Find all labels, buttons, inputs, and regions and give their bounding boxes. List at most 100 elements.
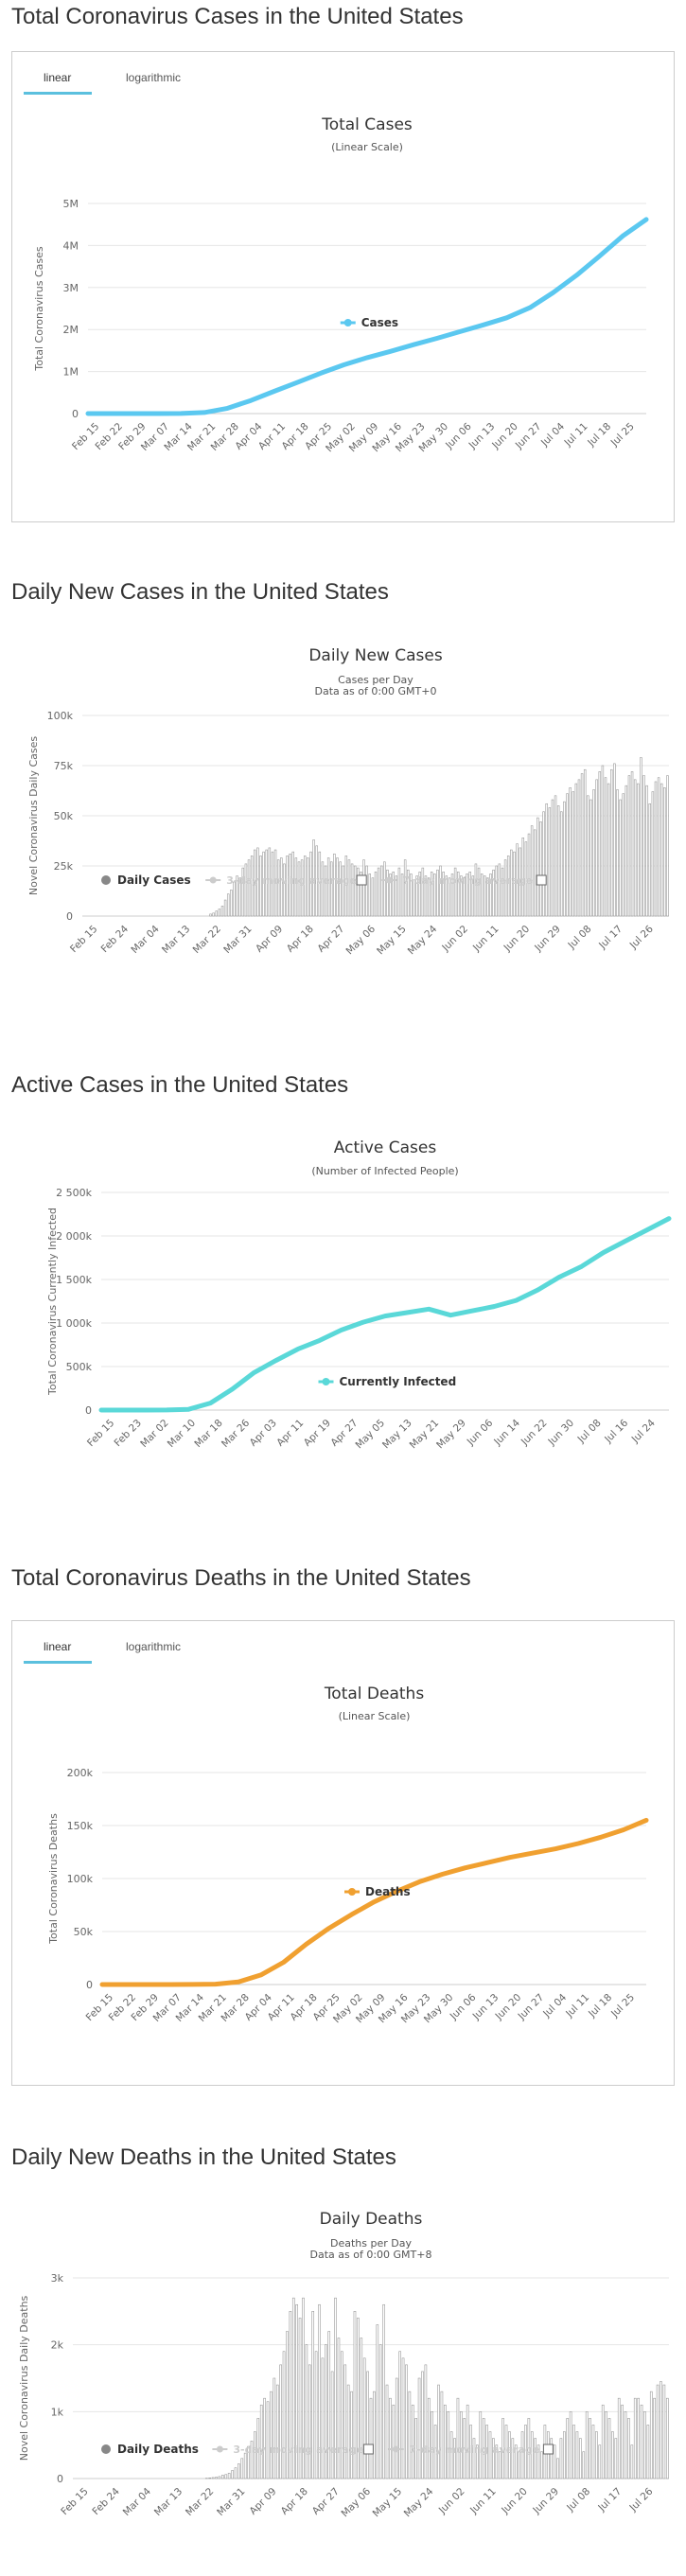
legend-label: Cases [361, 316, 398, 329]
x-tick-label: Apr 18 [285, 924, 316, 955]
moving-average-7-checkbox[interactable] [543, 2444, 553, 2454]
data-bar [361, 2338, 362, 2479]
data-bar [393, 2405, 395, 2479]
x-tick-label: May 21 [408, 1418, 442, 1452]
y-axis-label: Novel Coronavirus Daily Deaths [18, 2295, 30, 2461]
data-bar [428, 2398, 430, 2479]
x-tick-label: Mar 22 [184, 2486, 216, 2518]
x-tick-label: Mar 13 [160, 924, 192, 956]
data-bar [209, 2478, 211, 2479]
legend-marker [217, 2446, 223, 2453]
data-bar [608, 2418, 610, 2479]
data-bar [624, 2411, 626, 2479]
data-bar [584, 769, 586, 916]
data-bar [567, 2418, 569, 2479]
data-bar [650, 2391, 652, 2479]
x-tick-label: May 15 [371, 2486, 405, 2520]
data-bar [549, 808, 551, 916]
data-bar [227, 894, 229, 916]
data-bar [466, 2405, 468, 2479]
data-bar [295, 858, 297, 916]
data-bar [405, 2365, 407, 2479]
x-tick-label: Jul 11 [563, 1992, 591, 2020]
data-bar [241, 2459, 243, 2479]
daily-cases-heading: Daily New Cases in the United States [11, 579, 389, 606]
data-bar [389, 2398, 391, 2479]
data-bar [552, 800, 554, 916]
tab-logarithmic[interactable]: logarithmic [126, 71, 181, 84]
chart-subtitle: (Linear Scale) [339, 1710, 411, 1722]
data-bar [283, 864, 285, 916]
active-tab-indicator [24, 1661, 92, 1664]
y-axis-label: Total Coronavirus Currently Infected [46, 1208, 59, 1396]
tab-linear[interactable]: linear [44, 1640, 71, 1653]
moving-average-3-checkbox[interactable] [357, 875, 366, 885]
x-tick-label: Feb 23 [113, 1418, 144, 1449]
data-bar [573, 2425, 575, 2479]
x-tick-label: Jul 04 [540, 1991, 569, 2020]
data-bar [625, 785, 627, 916]
data-bar [590, 800, 592, 916]
data-bar [377, 2324, 378, 2479]
moving-average-3-checkbox[interactable] [363, 2444, 373, 2454]
data-bar [536, 818, 538, 916]
y-tick-label: 3M [63, 282, 79, 294]
data-bar [638, 2398, 640, 2479]
x-tick-label: Mar 31 [221, 924, 254, 956]
data-bar [570, 2411, 572, 2479]
data-bar [219, 2477, 220, 2479]
total-deaths-chart: Total Deaths(Linear Scale)050k100k150k20… [12, 1672, 674, 2085]
data-bar [557, 805, 559, 916]
data-bar [643, 776, 645, 916]
data-bar [412, 2405, 413, 2479]
moving-average-7-checkbox[interactable] [536, 875, 546, 885]
data-bar [306, 2345, 308, 2479]
x-tick-label: Jun 13 [466, 421, 498, 452]
y-tick-label: 0 [66, 910, 73, 923]
deaths-heading: Total Coronavirus Deaths in the United S… [11, 1565, 471, 1592]
legend-marker [393, 2446, 399, 2453]
x-tick-label: Apr 27 [310, 2486, 342, 2517]
data-bar [610, 769, 612, 916]
tab-linear[interactable]: linear [44, 71, 71, 84]
x-tick-label: Jul 17 [595, 2486, 624, 2514]
data-bar [457, 2398, 459, 2479]
x-tick-label: Jul 08 [566, 924, 594, 952]
legend-label: Currently Infected [340, 1375, 457, 1388]
data-bar [216, 911, 218, 916]
x-tick-label: Apr 09 [254, 924, 285, 955]
data-bar [280, 858, 282, 916]
legend-label: 3-day moving average [226, 874, 357, 887]
x-tick-label: May 05 [353, 1418, 387, 1452]
data-bar [340, 862, 342, 916]
legend-marker [101, 2444, 111, 2454]
data-bar [649, 803, 651, 916]
y-tick-label: 200k [67, 1767, 94, 1779]
y-axis-label: Total Coronavirus Cases [33, 246, 45, 372]
x-tick-label: Jun 27 [513, 421, 544, 452]
data-bar [212, 2478, 214, 2479]
data-bar [277, 860, 279, 916]
chart-subtitle-2: Data as of 0:00 GMT+0 [315, 685, 437, 697]
x-tick-label: Apr 27 [315, 924, 346, 955]
x-tick-label: May 13 [380, 1418, 414, 1452]
x-tick-label: Jul 26 [627, 2485, 656, 2514]
y-tick-label: 50k [54, 810, 74, 822]
data-bar [418, 2378, 420, 2479]
data-bar [441, 2391, 443, 2479]
data-bar [563, 802, 565, 916]
data-bar [235, 2468, 237, 2479]
tab-logarithmic[interactable]: logarithmic [126, 1640, 181, 1653]
deaths-chart-panel: linear logarithmic Total Deaths(Linear S… [11, 1620, 675, 2086]
chart-subtitle: (Number of Infected People) [311, 1165, 458, 1177]
y-tick-label: 150k [67, 1820, 94, 1832]
data-bar [607, 784, 609, 916]
data-bar [213, 913, 215, 916]
y-tick-label: 1M [63, 366, 79, 379]
data-bar [554, 2445, 555, 2479]
data-bar [234, 882, 236, 916]
y-tick-label: 2 000k [56, 1230, 92, 1243]
y-tick-label: 2k [51, 2339, 64, 2352]
x-tick-label: Mar 22 [191, 924, 223, 956]
